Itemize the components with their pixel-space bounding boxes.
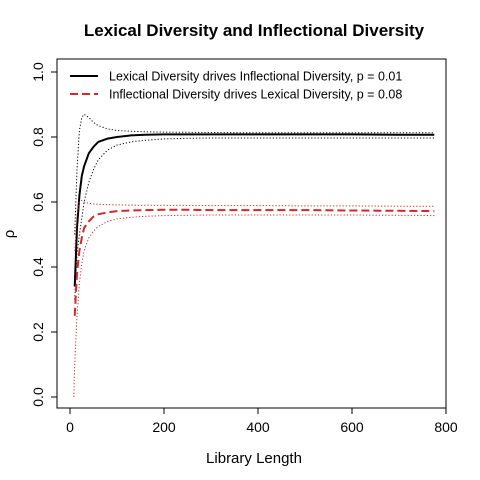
x-tick-label-3: 600 — [340, 419, 364, 435]
y-tick-label-1: 0.2 — [30, 322, 46, 342]
series-line-2-lower — [74, 137, 435, 300]
x-tick-label-4: 800 — [434, 419, 458, 435]
x-tick-label-1: 200 — [152, 419, 176, 435]
series-line-4-upper — [74, 199, 435, 251]
series-line-1-upper — [74, 113, 435, 235]
y-tick-label-5: 1.0 — [30, 62, 46, 82]
y-axis-label: ρ — [1, 230, 18, 239]
series-layer — [73, 113, 435, 398]
chart-title: Lexical Diversity and Inflectional Diver… — [84, 21, 425, 40]
plot-frame — [56, 58, 447, 409]
y-tick-label-2: 0.4 — [30, 257, 46, 277]
legend-label-0: Lexical Diversity drives Inflectional Di… — [109, 70, 402, 84]
legend: Lexical Diversity drives Inflectional Di… — [70, 70, 402, 102]
legend-label-1: Inflectional Diversity drives Lexical Di… — [109, 88, 402, 102]
y-tick-label-4: 0.8 — [30, 127, 46, 147]
x-tick-label-2: 400 — [246, 419, 270, 435]
y-axis: 0.0 0.2 0.4 0.6 0.8 1.0 — [30, 62, 57, 407]
x-axis: 0 200 400 600 800 — [66, 408, 458, 435]
series-line-0-mean — [73, 133, 435, 287]
x-tick-label-0: 0 — [66, 419, 74, 435]
series-line-3-mean — [73, 208, 435, 316]
y-tick-label-3: 0.6 — [30, 192, 46, 212]
x-axis-label: Library Length — [206, 450, 302, 467]
series-line-5-lower — [73, 214, 435, 398]
y-tick-label-0: 0.0 — [30, 387, 46, 407]
